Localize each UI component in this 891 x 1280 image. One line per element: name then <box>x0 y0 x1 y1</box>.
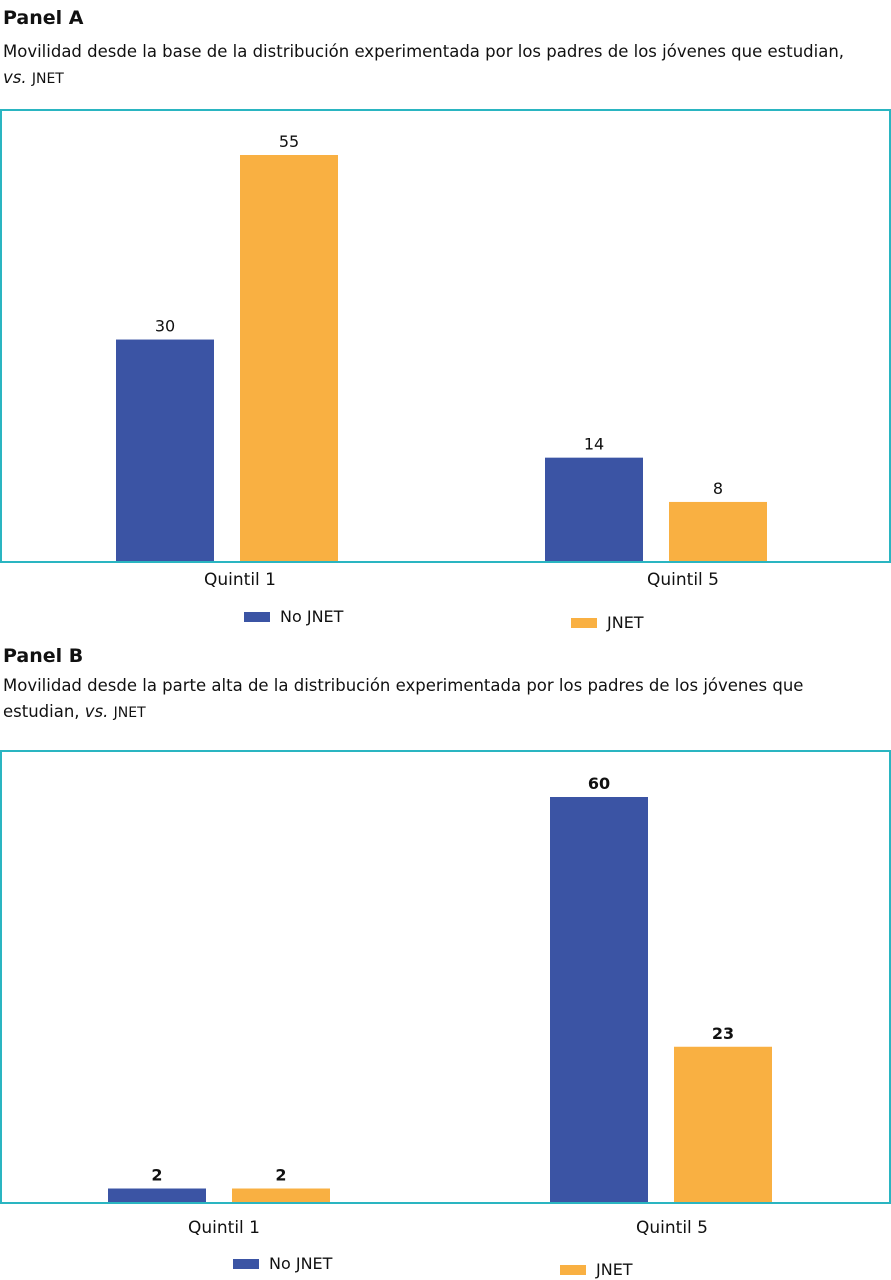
panel-b-legend-jnet: JNET <box>560 1260 633 1279</box>
panel-a-subtitle-vs: vs. <box>3 68 27 87</box>
panel-b-subtitle: Movilidad desde la parte alta de la dist… <box>3 673 803 726</box>
panel-b-subtitle-vs: vs. <box>84 702 109 721</box>
panel-a-subtitle-jnet: JNET <box>31 71 64 87</box>
panel-a-subtitle-text: Movilidad desde la base de la distribuci… <box>3 42 845 61</box>
panel-b-bar-jnet-quintil-1 <box>232 1188 330 1202</box>
legend-swatch-no-jnet <box>233 1258 259 1269</box>
panel-a-data-label-no-jnet-quintil-1: 30 <box>155 317 175 336</box>
panel-a-bar-no-jnet-quintil-1 <box>116 339 214 561</box>
panel-b-subtitle-jnet: JNET <box>113 705 146 721</box>
panel-a-legend-jnet: JNET <box>571 613 644 632</box>
panel-b-chart-frame: 2 60 2 23 <box>0 750 891 1204</box>
panel-b-subtitle-text: Movilidad desde la parte alta de la dist… <box>3 676 804 695</box>
legend-swatch-jnet <box>560 1264 586 1275</box>
panel-b-subtitle-text-2: estudian, <box>3 702 80 721</box>
panel-a-legend-no-jnet: No JNET <box>244 607 343 626</box>
panel-a-chart-frame: 30 14 55 8 <box>0 109 891 563</box>
panel-a-category-label-quintil-5: Quintil 5 <box>647 570 719 590</box>
panel-a-category-label-quintil-1: Quintil 1 <box>204 570 276 590</box>
panel-b-chart: 2 60 2 23 <box>108 774 772 1202</box>
panel-b-category-label-quintil-1: Quintil 1 <box>188 1218 260 1238</box>
legend-swatch-jnet <box>571 617 597 628</box>
panel-b-data-label-no-jnet-quintil-5: 60 <box>588 774 610 793</box>
panel-a-title: Panel A <box>3 7 84 29</box>
panel-b-data-label-jnet-quintil-1: 2 <box>275 1166 286 1185</box>
panel-a-chart: 30 14 55 8 <box>116 132 767 561</box>
legend-label-no-jnet: No JNET <box>269 1254 333 1273</box>
panel-a-bar-jnet-quintil-5 <box>669 501 767 561</box>
legend-swatch-no-jnet <box>244 611 270 622</box>
panel-b-bar-no-jnet-quintil-1 <box>108 1188 206 1202</box>
panel-a-bar-no-jnet-quintil-5 <box>545 457 643 561</box>
legend-label-no-jnet: No JNET <box>280 607 344 626</box>
legend-label-jnet: JNET <box>596 1260 633 1279</box>
panel-b-data-label-jnet-quintil-5: 23 <box>712 1024 734 1043</box>
panel-b-data-label-no-jnet-quintil-1: 2 <box>151 1166 162 1185</box>
panel-b-bar-no-jnet-quintil-5 <box>550 797 648 1202</box>
panel-a-data-label-jnet-quintil-5: 8 <box>713 479 723 498</box>
panel-b-bar-jnet-quintil-5 <box>674 1046 772 1202</box>
panel-a-subtitle: Movilidad desde la base de la distribuci… <box>3 39 844 92</box>
panel-b-legend-no-jnet: No JNET <box>233 1254 332 1273</box>
panel-a-data-label-no-jnet-quintil-5: 14 <box>584 435 604 454</box>
panel-a-data-label-jnet-quintil-1: 55 <box>279 132 299 151</box>
panel-a-bar-jnet-quintil-1 <box>240 155 338 561</box>
panel-b-category-label-quintil-5: Quintil 5 <box>636 1218 708 1238</box>
panel-b-title: Panel B <box>3 645 84 667</box>
legend-label-jnet: JNET <box>607 613 644 632</box>
